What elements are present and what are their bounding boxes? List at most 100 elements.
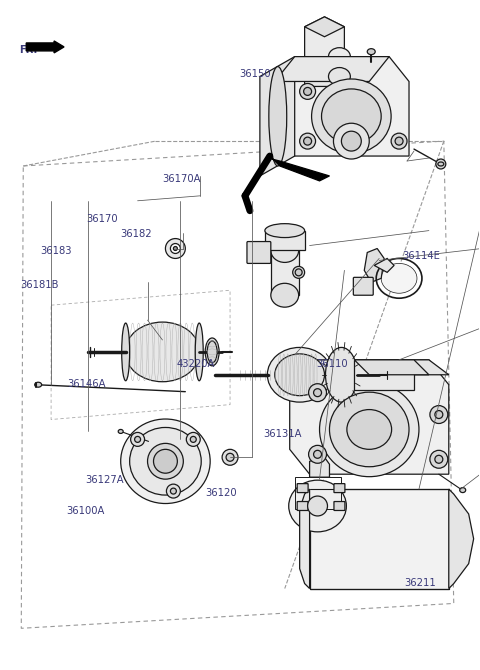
Ellipse shape: [320, 382, 419, 476]
Polygon shape: [305, 17, 344, 37]
Ellipse shape: [275, 354, 324, 396]
Text: 36146A: 36146A: [67, 379, 106, 389]
Ellipse shape: [328, 68, 350, 86]
Circle shape: [222, 450, 238, 465]
Ellipse shape: [195, 323, 203, 381]
Text: 36170A: 36170A: [163, 174, 201, 184]
Circle shape: [435, 411, 443, 419]
Ellipse shape: [120, 419, 210, 504]
FancyBboxPatch shape: [334, 502, 345, 511]
Polygon shape: [275, 57, 409, 156]
Ellipse shape: [271, 239, 299, 263]
Ellipse shape: [205, 338, 219, 366]
Ellipse shape: [293, 267, 305, 278]
Circle shape: [147, 444, 183, 479]
Text: 36182: 36182: [120, 228, 152, 239]
Circle shape: [430, 405, 448, 423]
Polygon shape: [275, 57, 389, 82]
Ellipse shape: [130, 427, 201, 495]
FancyArrow shape: [26, 41, 64, 53]
Ellipse shape: [381, 263, 417, 293]
Polygon shape: [270, 156, 329, 181]
Ellipse shape: [35, 382, 42, 387]
Circle shape: [190, 436, 196, 442]
Ellipse shape: [288, 480, 347, 532]
Text: 36127A: 36127A: [85, 475, 123, 485]
Ellipse shape: [265, 224, 305, 238]
Circle shape: [131, 432, 144, 446]
Text: 36110: 36110: [316, 359, 348, 369]
Ellipse shape: [438, 162, 444, 166]
Circle shape: [170, 488, 176, 494]
Circle shape: [309, 384, 326, 401]
Polygon shape: [374, 259, 394, 273]
FancyBboxPatch shape: [353, 277, 373, 295]
Ellipse shape: [329, 392, 409, 467]
Polygon shape: [271, 251, 299, 295]
FancyBboxPatch shape: [247, 242, 271, 263]
Circle shape: [391, 133, 407, 149]
FancyBboxPatch shape: [297, 502, 308, 511]
Circle shape: [341, 131, 361, 151]
Ellipse shape: [118, 429, 123, 433]
Circle shape: [134, 436, 141, 442]
Circle shape: [300, 133, 315, 149]
Circle shape: [430, 450, 448, 468]
Ellipse shape: [325, 348, 357, 402]
Polygon shape: [328, 57, 350, 76]
Ellipse shape: [295, 269, 302, 276]
Polygon shape: [310, 489, 449, 588]
Polygon shape: [354, 360, 429, 375]
Ellipse shape: [122, 323, 130, 381]
Polygon shape: [305, 17, 344, 57]
FancyBboxPatch shape: [305, 57, 344, 86]
Polygon shape: [300, 489, 310, 588]
Ellipse shape: [328, 48, 350, 66]
Text: 43220A: 43220A: [177, 359, 216, 369]
Circle shape: [186, 432, 200, 446]
Ellipse shape: [347, 409, 392, 450]
Ellipse shape: [312, 79, 391, 153]
Text: 36114E: 36114E: [402, 251, 440, 261]
Ellipse shape: [322, 89, 381, 143]
Circle shape: [154, 450, 178, 473]
Polygon shape: [290, 360, 449, 474]
Ellipse shape: [207, 341, 217, 363]
Text: 36181B: 36181B: [21, 280, 59, 290]
Text: 36211: 36211: [405, 578, 436, 588]
Circle shape: [334, 123, 369, 159]
Polygon shape: [260, 57, 295, 176]
Polygon shape: [310, 458, 329, 477]
Circle shape: [167, 484, 180, 498]
Text: FR.: FR.: [20, 45, 38, 55]
FancyBboxPatch shape: [334, 484, 345, 492]
Text: 36183: 36183: [40, 246, 72, 256]
Circle shape: [170, 243, 180, 253]
Text: 36170: 36170: [86, 214, 118, 224]
Circle shape: [313, 450, 322, 458]
Circle shape: [166, 239, 185, 259]
Ellipse shape: [271, 283, 299, 307]
Circle shape: [173, 247, 178, 251]
Polygon shape: [354, 360, 414, 390]
Circle shape: [435, 456, 443, 463]
Circle shape: [313, 389, 322, 397]
Circle shape: [304, 137, 312, 145]
Text: 36120: 36120: [205, 488, 237, 498]
Text: 36100A: 36100A: [66, 506, 104, 516]
Polygon shape: [449, 489, 474, 588]
Circle shape: [436, 159, 446, 169]
Circle shape: [395, 137, 403, 145]
Circle shape: [308, 496, 327, 516]
Text: 36150: 36150: [239, 69, 271, 79]
Polygon shape: [364, 249, 384, 282]
Circle shape: [300, 84, 315, 99]
Circle shape: [304, 88, 312, 95]
FancyBboxPatch shape: [297, 484, 308, 492]
Ellipse shape: [269, 66, 287, 166]
Circle shape: [309, 446, 326, 463]
Polygon shape: [265, 230, 305, 251]
Text: 36131A: 36131A: [263, 429, 301, 439]
Circle shape: [226, 454, 234, 461]
Ellipse shape: [267, 348, 332, 402]
